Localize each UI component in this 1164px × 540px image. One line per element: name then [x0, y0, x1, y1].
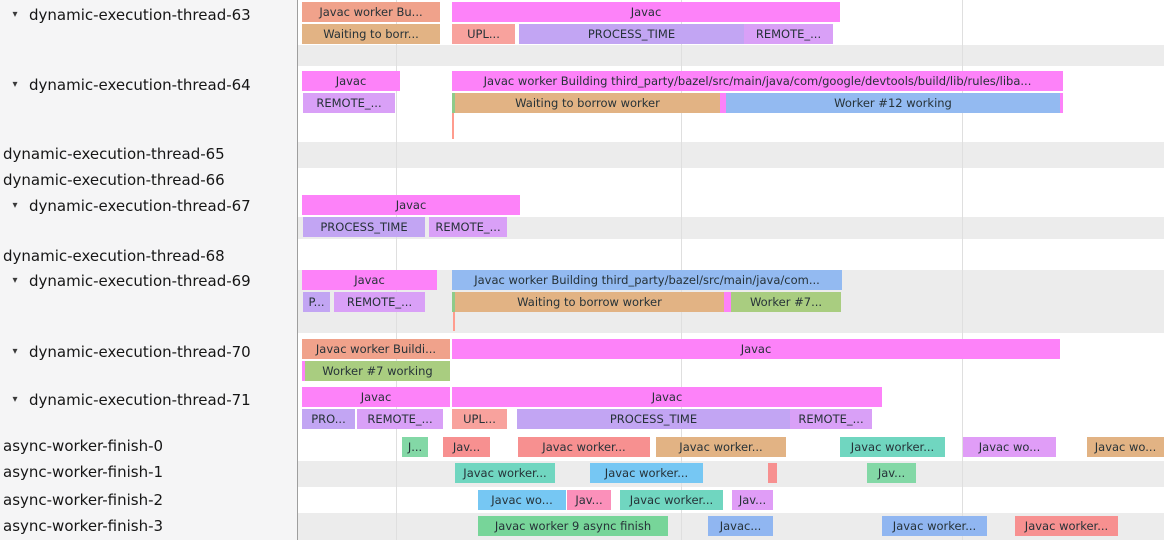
track-label-dynamic-execution-thread-69[interactable]: ▾ dynamic-execution-thread-69: [0, 271, 298, 291]
timeline-span[interactable]: Javac: [302, 71, 400, 91]
timeline-span[interactable]: Jav...: [567, 490, 611, 510]
timeline-span[interactable]: Javac: [302, 387, 450, 407]
track-label-dynamic-execution-thread-70[interactable]: ▾ dynamic-execution-thread-70: [0, 342, 298, 362]
track-label-async-worker-finish-3[interactable]: async-worker-finish-3: [0, 516, 298, 536]
timeline-span[interactable]: Javac worker...: [840, 437, 945, 457]
timeline-span[interactable]: REMOTE_...: [334, 292, 425, 312]
track-name-text: dynamic-execution-thread-67: [29, 197, 251, 215]
timeline-span[interactable]: P...: [303, 292, 330, 312]
collapse-arrow-icon[interactable]: ▾: [12, 79, 18, 90]
row-shading-band: [298, 45, 1164, 66]
timeline-span[interactable]: Jav...: [443, 437, 490, 457]
timeline-span[interactable]: Javac: [452, 387, 882, 407]
timeline-span[interactable]: [452, 292, 455, 312]
track-label-dynamic-execution-thread-63[interactable]: ▾ dynamic-execution-thread-63: [0, 5, 298, 25]
instant-marker-line: [453, 311, 455, 331]
timeline-span[interactable]: Javac worker Building third_party/bazel/…: [452, 71, 1063, 91]
timeline-span[interactable]: REMOTE_...: [744, 24, 833, 44]
track-name-text: async-worker-finish-2: [3, 491, 164, 509]
track-name-text: dynamic-execution-thread-65: [3, 145, 225, 163]
timeline-span[interactable]: Javac worker Bu...: [302, 2, 440, 22]
timeline-span[interactable]: Javac: [302, 270, 437, 290]
timeline-span[interactable]: UPL...: [452, 24, 515, 44]
timeline-span[interactable]: [768, 463, 777, 483]
timeline-span[interactable]: [452, 93, 455, 113]
timeline-span[interactable]: PROCESS_TIME: [519, 24, 744, 44]
timeline-span[interactable]: [1060, 93, 1063, 113]
timeline-span[interactable]: Javac worker...: [455, 463, 555, 483]
timeline-track-area: Javac worker Bu... Javac Waiting to borr..…: [298, 0, 1164, 540]
instant-marker-line: [452, 113, 454, 139]
timeline-span[interactable]: Javac worker Buildi...: [302, 339, 450, 359]
timeline-span[interactable]: Javac worker...: [1015, 516, 1118, 536]
track-name-text: dynamic-execution-thread-66: [3, 171, 225, 189]
timeline-span[interactable]: Jav...: [732, 490, 773, 510]
row-shading-band: [298, 217, 1164, 239]
track-name-text: dynamic-execution-thread-71: [29, 391, 251, 409]
row-shading-band: [298, 461, 1164, 487]
collapse-arrow-icon[interactable]: ▾: [12, 394, 18, 405]
track-name-text: async-worker-finish-3: [3, 517, 164, 535]
timeline-span[interactable]: Worker #7 working: [305, 361, 450, 381]
track-label-async-worker-finish-0[interactable]: async-worker-finish-0: [0, 436, 298, 456]
track-name-sidebar: ▾ dynamic-execution-thread-63 ▾ dynamic-exe…: [0, 0, 298, 540]
timeline-span[interactable]: Worker #7...: [731, 292, 841, 312]
timeline-span[interactable]: UPL...: [452, 409, 507, 429]
timeline-span[interactable]: Javac: [452, 339, 1060, 359]
timeline-span[interactable]: [720, 93, 726, 113]
timeline-span[interactable]: Waiting to borr...: [302, 24, 440, 44]
timeline-span[interactable]: Javac worker...: [882, 516, 987, 536]
timeline-span[interactable]: PROCESS_TIME: [517, 409, 790, 429]
timeline-span[interactable]: J...: [402, 437, 428, 457]
timeline-span[interactable]: Waiting to borrow worker: [455, 93, 720, 113]
timeline-span[interactable]: Javac worker 9 async finish: [478, 516, 668, 536]
timeline-span[interactable]: REMOTE_...: [303, 93, 395, 113]
timeline-span[interactable]: Javac...: [708, 516, 773, 536]
collapse-arrow-icon[interactable]: ▾: [12, 346, 18, 357]
track-name-text: dynamic-execution-thread-70: [29, 343, 251, 361]
track-name-text: dynamic-execution-thread-69: [29, 272, 251, 290]
track-name-text: dynamic-execution-thread-64: [29, 76, 251, 94]
timeline-span[interactable]: Javac worker...: [656, 437, 786, 457]
track-name-text: dynamic-execution-thread-63: [29, 6, 251, 24]
timeline-span[interactable]: Javac: [302, 195, 520, 215]
time-gridline: [962, 0, 963, 540]
timeline-span[interactable]: Javac worker Building third_party/bazel/…: [452, 270, 842, 290]
track-label-async-worker-finish-1[interactable]: async-worker-finish-1: [0, 462, 298, 482]
timeline-span[interactable]: Javac worker...: [518, 437, 650, 457]
collapse-arrow-icon[interactable]: ▾: [12, 200, 18, 211]
track-name-text: async-worker-finish-0: [3, 437, 164, 455]
collapse-arrow-icon[interactable]: ▾: [12, 275, 18, 286]
row-shading-band: [298, 142, 1164, 168]
collapse-arrow-icon[interactable]: ▾: [12, 9, 18, 20]
track-name-text: async-worker-finish-1: [3, 463, 164, 481]
timeline-span[interactable]: [302, 361, 305, 381]
timeline-span[interactable]: Jav...: [867, 463, 916, 483]
track-label-dynamic-execution-thread-71[interactable]: ▾ dynamic-execution-thread-71: [0, 390, 298, 410]
timeline-span[interactable]: Javac worker...: [620, 490, 723, 510]
track-label-dynamic-execution-thread-68[interactable]: dynamic-execution-thread-68: [0, 246, 298, 266]
timeline-span[interactable]: [724, 292, 731, 312]
timeline-span[interactable]: Javac wo...: [478, 490, 566, 510]
timeline-span[interactable]: REMOTE_...: [429, 217, 507, 237]
timeline-span[interactable]: PROCESS_TIME: [303, 217, 425, 237]
track-label-dynamic-execution-thread-66[interactable]: dynamic-execution-thread-66: [0, 170, 298, 190]
track-label-dynamic-execution-thread-67[interactable]: ▾ dynamic-execution-thread-67: [0, 196, 298, 216]
track-label-dynamic-execution-thread-64[interactable]: ▾ dynamic-execution-thread-64: [0, 75, 298, 95]
timeline-span[interactable]: PRO...: [302, 409, 355, 429]
timeline-span[interactable]: Javac wo...: [1087, 437, 1164, 457]
track-label-dynamic-execution-thread-65[interactable]: dynamic-execution-thread-65: [0, 144, 298, 164]
timeline-span[interactable]: Waiting to borrow worker: [455, 292, 724, 312]
track-label-async-worker-finish-2[interactable]: async-worker-finish-2: [0, 490, 298, 510]
track-name-text: dynamic-execution-thread-68: [3, 247, 225, 265]
timeline-span[interactable]: Javac worker...: [590, 463, 703, 483]
timeline-span[interactable]: Javac: [452, 2, 840, 22]
timeline-span[interactable]: REMOTE_...: [357, 409, 443, 429]
timeline-span[interactable]: Javac wo...: [963, 437, 1056, 457]
timeline-span[interactable]: Worker #12 working: [726, 93, 1060, 113]
timeline-span[interactable]: REMOTE_...: [790, 409, 872, 429]
